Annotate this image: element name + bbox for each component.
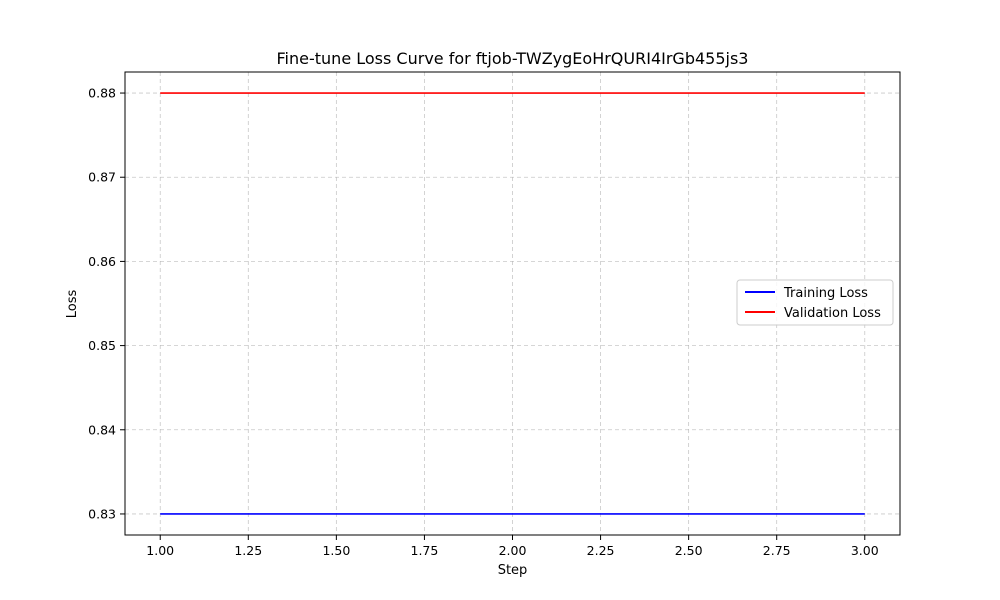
y-axis-ticks: 0.83 0.84 0.85 0.86 0.87 0.88: [88, 86, 125, 521]
x-tick-label: 1.50: [322, 543, 350, 558]
y-axis-label: Loss: [65, 290, 80, 319]
y-tick-label: 0.87: [88, 170, 116, 185]
x-tick-label: 1.75: [411, 543, 439, 558]
legend-label-training: Training Loss: [783, 286, 868, 301]
x-tick-label: 1.25: [234, 543, 262, 558]
legend: Training Loss Validation Loss: [736, 279, 894, 326]
legend-label-validation: Validation Loss: [784, 306, 881, 321]
y-tick-label: 0.88: [88, 86, 116, 101]
x-axis-ticks: 1.00 1.25 1.50 1.75 2.00 2.25 2.50 2.75 3.00: [146, 535, 879, 558]
x-tick-label: 3.00: [851, 543, 879, 558]
x-tick-label: 2.75: [763, 543, 791, 558]
y-tick-label: 0.86: [88, 254, 116, 269]
series-lines: [160, 92, 865, 515]
x-tick-label: 2.25: [587, 543, 615, 558]
x-tick-label: 2.50: [675, 543, 703, 558]
x-axis-label: Step: [498, 563, 528, 578]
y-tick-label: 0.84: [88, 422, 116, 437]
y-tick-label: 0.85: [88, 338, 116, 353]
y-tick-label: 0.83: [88, 506, 116, 521]
x-tick-label: 1.00: [146, 543, 174, 558]
x-tick-label: 2.00: [499, 543, 527, 558]
legend-box: [736, 279, 894, 326]
chart-title: Fine-tune Loss Curve for ftjob-TWZygEoHr…: [277, 49, 749, 68]
